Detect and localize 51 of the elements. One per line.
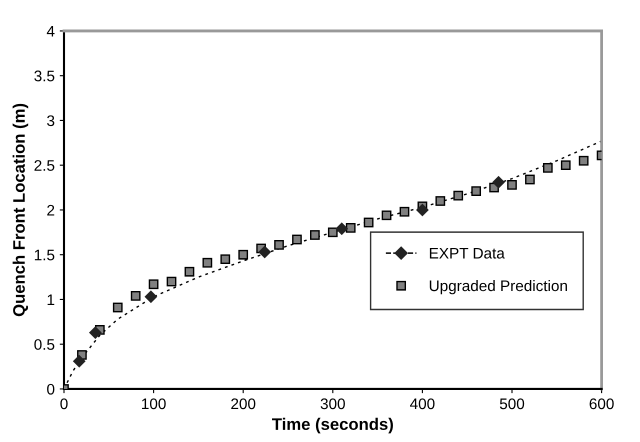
point [492,176,505,188]
legend-label: EXPT Data [430,248,505,259]
x-tick-label: 500 [500,398,524,410]
point [292,234,302,244]
x-tick-label: 600 [590,398,614,410]
point [73,355,86,368]
legend-label: Upgraded Prediction [430,280,567,294]
point [336,222,348,235]
y-tick-label: 3 [47,115,54,126]
point [220,254,230,264]
point [130,291,141,301]
point [328,227,338,238]
point [274,240,284,250]
point [471,186,482,196]
point [258,246,271,258]
x-tick-label: 200 [231,398,256,410]
y-tick-label: 2.5 [34,160,54,171]
point [578,156,589,166]
y-tick-label: 1 [48,294,54,305]
point [507,180,517,190]
x-tick-label: 0 [60,398,68,410]
y-tick-label: 0 [47,384,54,395]
point [382,210,392,220]
point [148,279,158,290]
point [202,258,212,268]
x-axis-title: Time (seconds) [272,418,393,434]
point [416,204,428,216]
point [542,163,553,173]
point [560,160,571,170]
point [310,230,320,240]
point [184,266,194,277]
x-tick-label: 400 [410,398,435,410]
y-axis-title: Quench Front Location (m) [12,104,28,316]
point [346,222,356,233]
point [400,206,410,217]
y-tick-label: 3.5 [34,70,54,82]
point [453,190,464,200]
point [89,326,102,339]
point [435,196,446,206]
point [525,174,535,184]
x-tick-label: 100 [142,398,166,410]
y-tick-label: 4 [46,26,55,36]
y-tick-label: 0.5 [34,339,54,350]
y-tick-label: 2 [47,204,54,216]
y-tick-label: 1.5 [34,250,54,260]
point [112,302,123,312]
point [144,290,158,303]
point [166,276,176,286]
point [238,250,248,260]
point [364,218,374,228]
x-tick-label: 300 [320,398,345,410]
